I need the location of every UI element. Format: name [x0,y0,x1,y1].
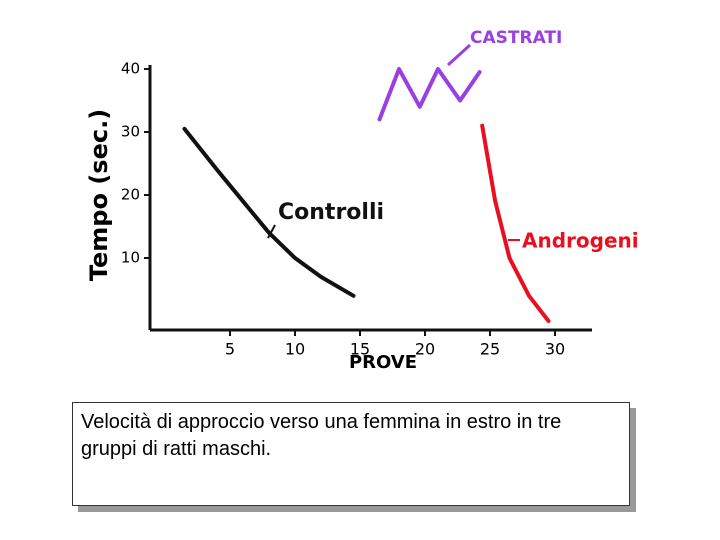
x-axis-label: PROVE [349,352,417,373]
series-label: CASTRATI [470,28,562,48]
y-axis-label: Tempo (sec.) [85,109,113,281]
x-tick-label: 20 [415,340,435,359]
series-line [182,126,356,298]
series-line [480,123,551,323]
caption: Velocità di approccio verso una femmina … [72,402,630,506]
series-label: Androgeni [522,229,639,253]
y-tick-label: 10 [121,249,140,267]
series-line [377,67,482,122]
chart: Tempo (sec.) PROVE 10 20 30 40 5 10 15 20 25 30 Co… [85,28,639,373]
x-tick-label: 15 [350,340,370,359]
x-tick-label: 25 [480,340,500,359]
x-tick-label: 10 [285,340,305,359]
y-tick-label: 30 [121,123,140,141]
series-label: Controlli [278,200,384,225]
x-tick-label: 5 [225,340,235,359]
pointer [267,224,276,239]
pointer [446,43,472,67]
y-tick-label: 20 [121,186,140,204]
x-tick-label: 30 [545,340,565,359]
y-tick-label: 40 [121,60,140,78]
